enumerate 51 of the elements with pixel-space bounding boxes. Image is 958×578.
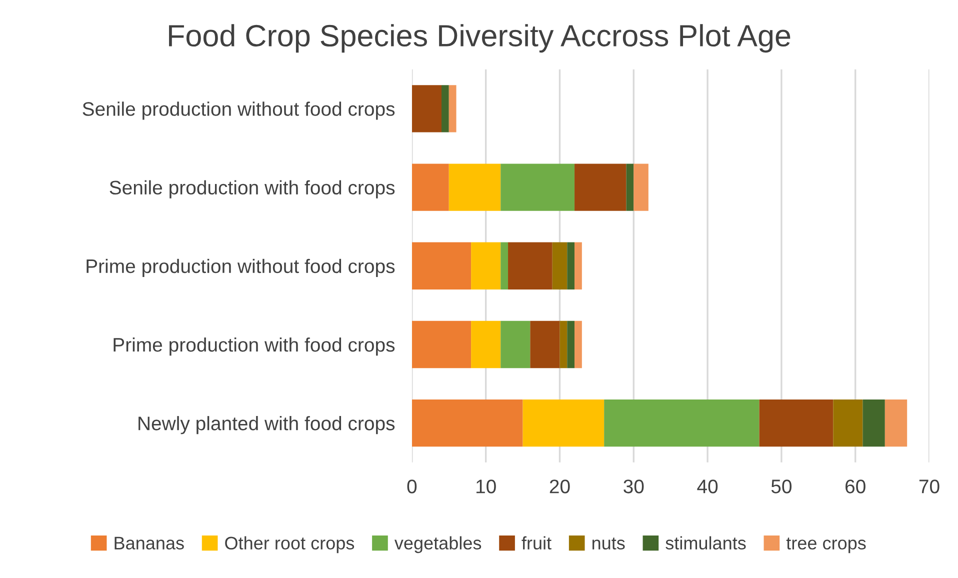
y-tick-label: Senile production with food crops [110,180,395,198]
y-tick-label: Newly planted with food crops [138,416,395,434]
bar [530,320,560,368]
x-tick-label: 50 [771,480,792,494]
bar [522,400,604,447]
legend-label: Other root crops [225,536,354,554]
x-tick-label: 0 [407,480,417,494]
bar [471,320,501,368]
bar [626,164,634,211]
bar [412,164,449,211]
bar [500,320,530,368]
legend-label: vegetables [394,536,482,554]
y-tick-label: Senile production without food crops [82,102,395,120]
bar [500,164,575,211]
legend-label: Bananas [114,536,184,550]
bar [862,400,885,447]
chart-title: Food Crop Species Diversity Accross Plot Age [169,24,790,53]
bar [833,400,863,447]
bar [567,242,575,290]
x-tick-label: 70 [919,480,940,494]
bar [471,242,501,290]
bar [448,85,456,132]
bar [634,164,648,211]
bar [604,400,760,447]
legend-label: tree crops [786,538,866,554]
legend-label: stimulants [666,536,746,550]
x-tick-label: 40 [697,480,718,494]
bar [448,164,501,211]
bar [412,400,523,447]
y-tick-label: Prime production without food crops [86,258,395,277]
bar [412,85,442,132]
bar [574,164,626,211]
bar [442,85,449,132]
x-tick-label: 30 [624,480,644,494]
x-tick-label: 10 [476,480,496,494]
legend-label: fruit [522,536,552,550]
bar [508,242,552,290]
bar [884,400,908,447]
bar [552,242,568,290]
bar [759,400,834,447]
bar [574,320,582,368]
legend-label: nuts [592,538,625,550]
bar [567,320,575,368]
bar [500,242,508,290]
bar [412,242,472,290]
x-tick-label: 60 [846,480,866,494]
x-tick-label: 20 [550,480,570,494]
bar [412,320,472,368]
bar [574,242,582,290]
y-tick-label: Prime production with food crops [114,337,395,356]
bar [560,320,568,368]
